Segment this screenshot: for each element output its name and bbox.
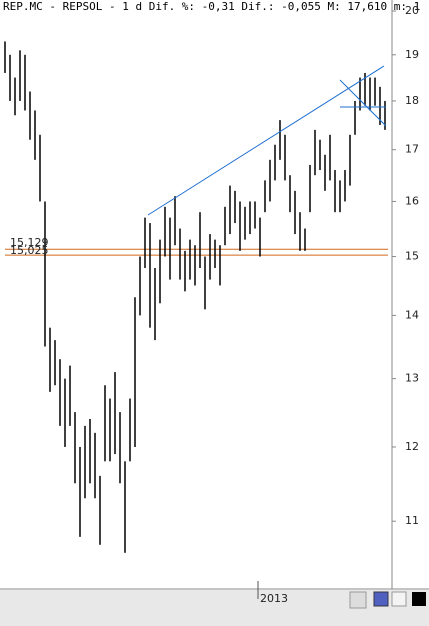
pin-button[interactable] [391,591,407,607]
marks [4,41,388,553]
trend-line [339,79,387,127]
y-tick-label: 11 [405,514,419,527]
color-button[interactable] [412,592,426,606]
y-tick-label: 18 [405,94,419,107]
chart-title: REP.MC - REPSOL - 1 d Dif. %: -0,31 Dif.… [3,0,420,13]
level-label: 15,129 [10,236,49,249]
y-tick-label: 15 [405,250,419,263]
plot-area [0,0,392,589]
tool-button[interactable] [349,591,367,609]
level-label: 15,025 [10,244,49,257]
trend-line [147,65,385,216]
save-button[interactable] [373,591,389,607]
toolbar [0,590,429,626]
y-tick-label: 16 [405,194,419,207]
y-tick-label: 20 [405,4,419,17]
y-tick-label: 13 [405,372,419,385]
y-tick-label: 19 [405,48,419,61]
y-tick-label: 12 [405,440,419,453]
y-tick-label: 17 [405,143,419,156]
x-tick-label: 2013 [260,592,288,605]
y-tick-label: 14 [405,308,419,321]
